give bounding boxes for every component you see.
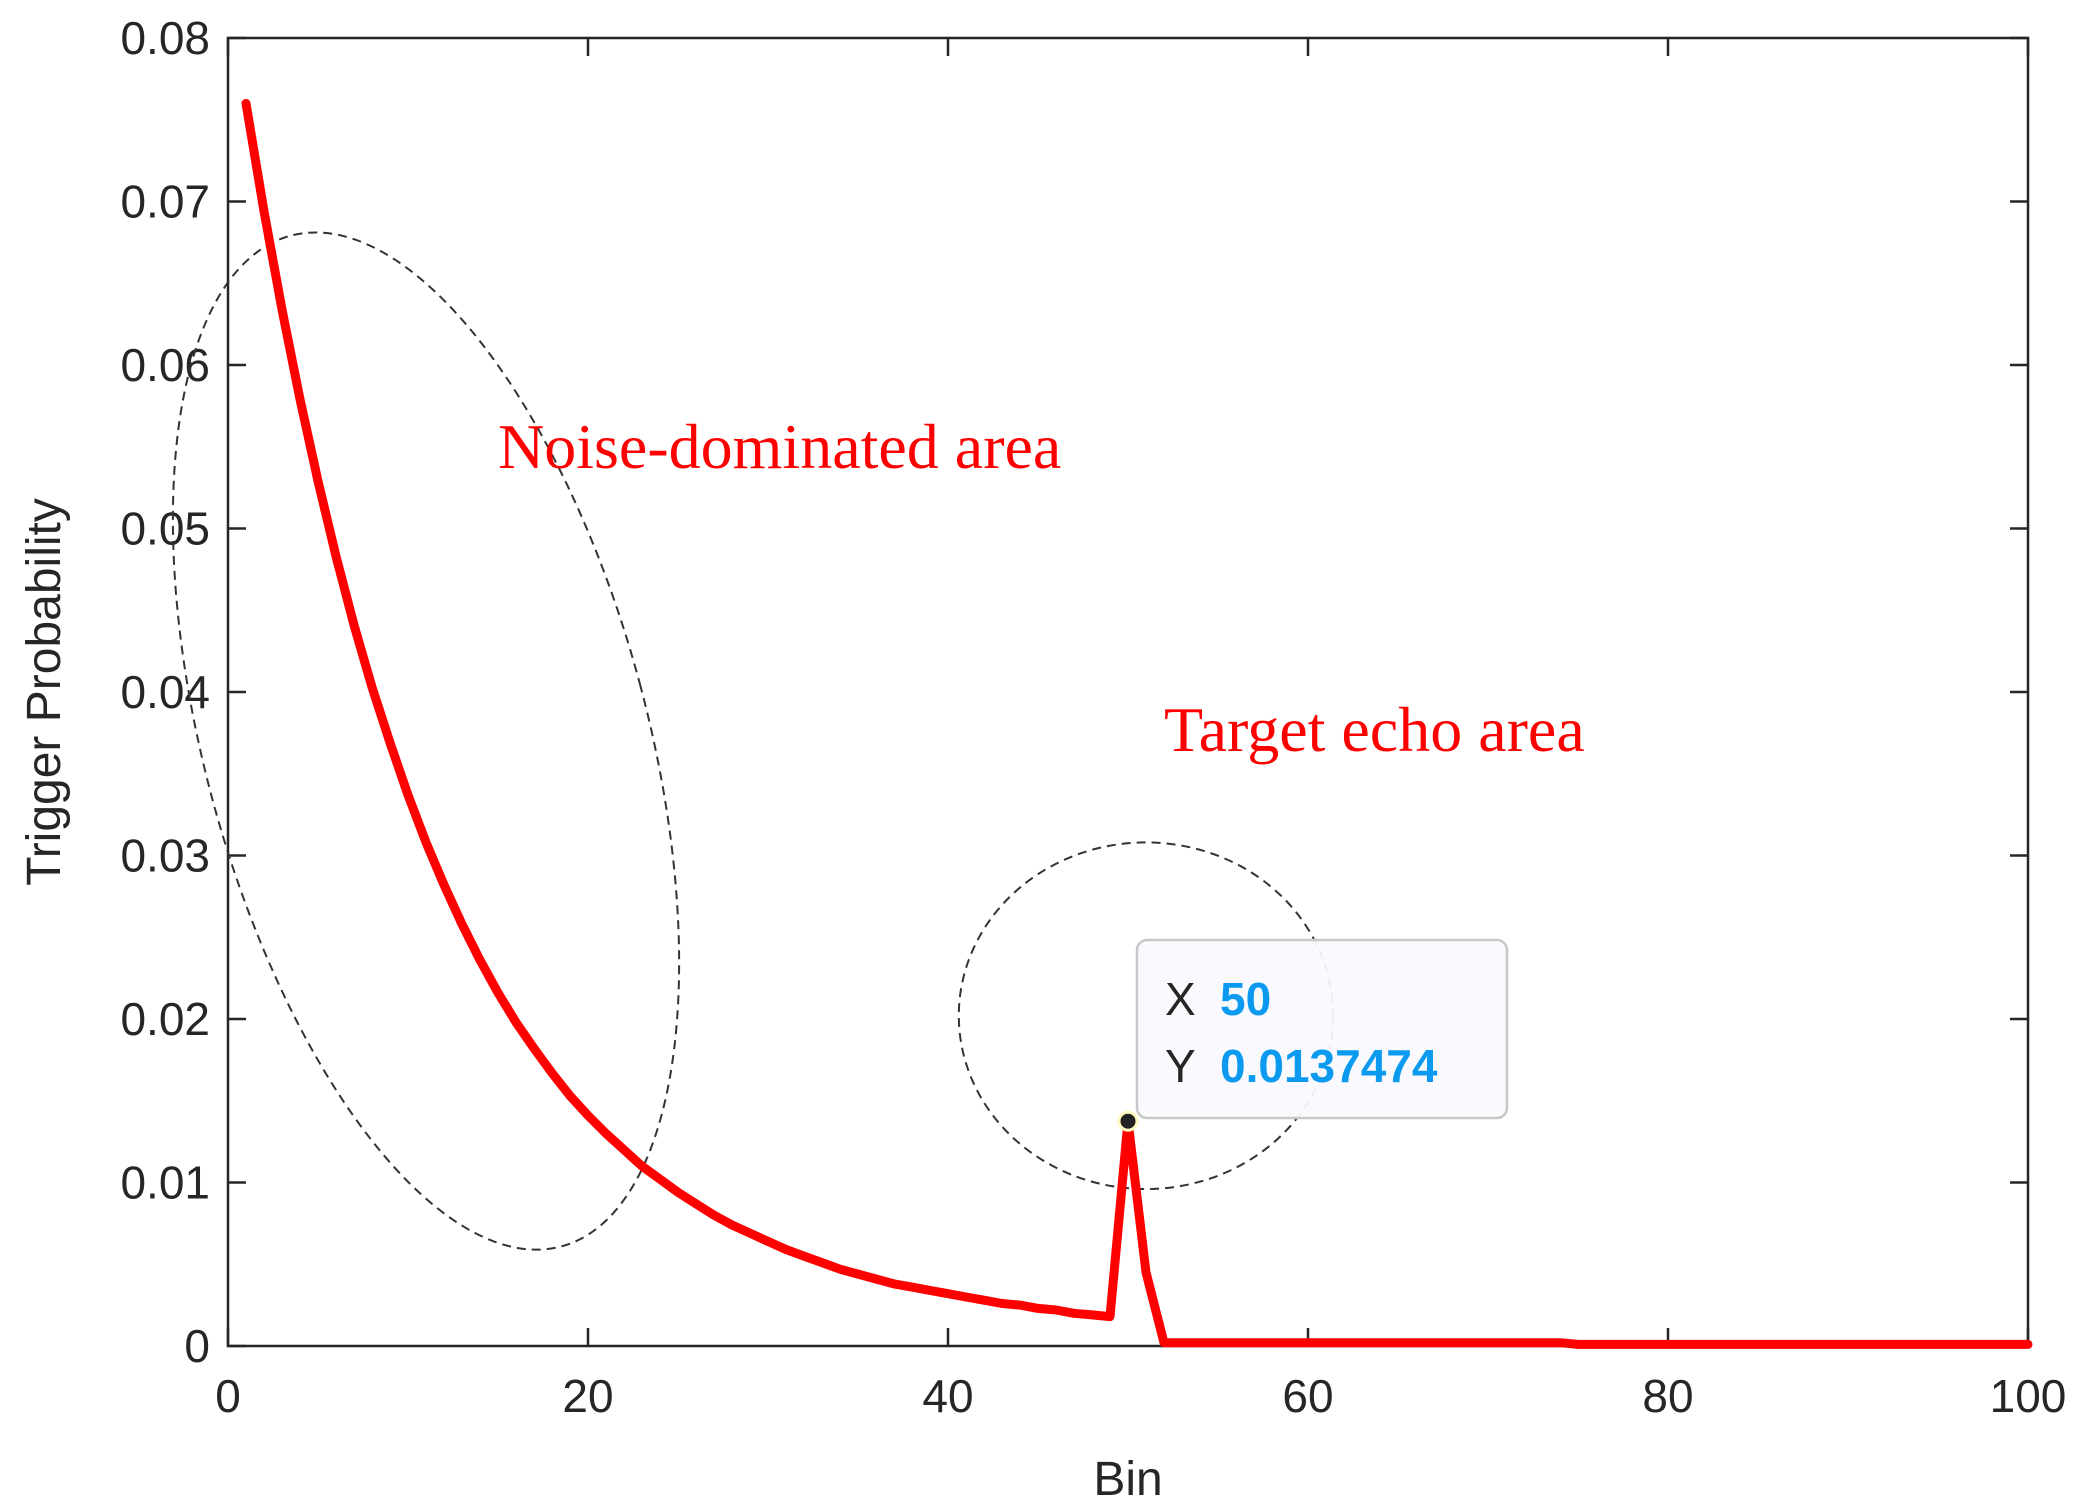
datatip-marker[interactable]	[1117, 1110, 1139, 1132]
x-tick-label: 80	[1642, 1370, 1693, 1422]
x-tick-labels: 0 20 40 60 80 100	[215, 1370, 2066, 1422]
datatip[interactable]: X 50 Y 0.0137474	[1117, 938, 1509, 1132]
x-tick-label: 0	[215, 1370, 241, 1422]
y-tick-labels: 0 0.01 0.02 0.03 0.04 0.05 0.06 0.07 0.08	[120, 12, 210, 1372]
datatip-y-key: Y	[1165, 1040, 1196, 1092]
y-tick-label: 0.06	[120, 339, 210, 391]
datatip-y-value: 0.0137474	[1220, 1040, 1438, 1092]
datatip-box	[1135, 938, 1509, 1120]
y-tick-label: 0.07	[120, 176, 210, 228]
y-tick-label: 0.02	[120, 993, 210, 1045]
x-axis-title: Bin	[1093, 1453, 1162, 1506]
x-tick-label: 60	[1282, 1370, 1333, 1422]
annotations: Noise-dominated area Target echo area	[498, 411, 1585, 765]
region-noise-dominated-ellipse	[171, 231, 681, 1251]
y-tick-label: 0.05	[120, 503, 210, 555]
data-series	[241, 98, 2033, 1349]
y-tick-label: 0	[184, 1320, 210, 1372]
x-tick-label: 20	[562, 1370, 613, 1422]
x-tick-label: 100	[1990, 1370, 2067, 1422]
y-tick-label: 0.03	[120, 830, 210, 882]
y-tick-label: 0.08	[120, 12, 210, 64]
annotation-target-echo: Target echo area	[1164, 694, 1585, 765]
x-tick-label: 40	[922, 1370, 973, 1422]
datatip-x-key: X	[1165, 973, 1196, 1025]
series-line	[241, 98, 2033, 1349]
y-axis-title: Trigger Probability	[18, 498, 71, 886]
datatip-x-value: 50	[1220, 973, 1271, 1025]
annotation-noise-dominated: Noise-dominated area	[498, 411, 1061, 482]
y-tick-label: 0.04	[120, 666, 210, 718]
y-tick-label: 0.01	[120, 1157, 210, 1209]
